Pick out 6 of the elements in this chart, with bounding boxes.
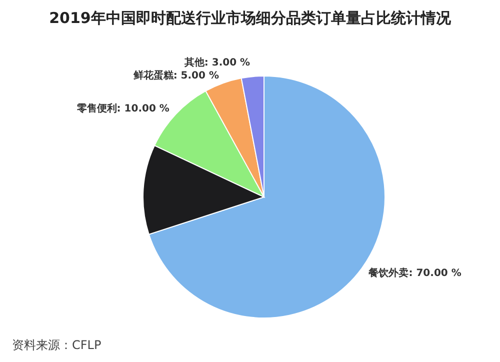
slice-label: 零售便利: 10.00 %	[76, 102, 170, 115]
text: 资料来源：CFLP	[12, 337, 102, 354]
slice-label: 鲜花蛋糕: 5.00 %	[132, 70, 219, 82]
slice-label: 餐饮外卖: 70.00 %	[368, 266, 462, 279]
slice-label: 其他: 3.00 %	[183, 56, 250, 69]
chart-title: 2019年中国即时配送行业市场细分品类订单量占比统计情况	[49, 9, 452, 27]
